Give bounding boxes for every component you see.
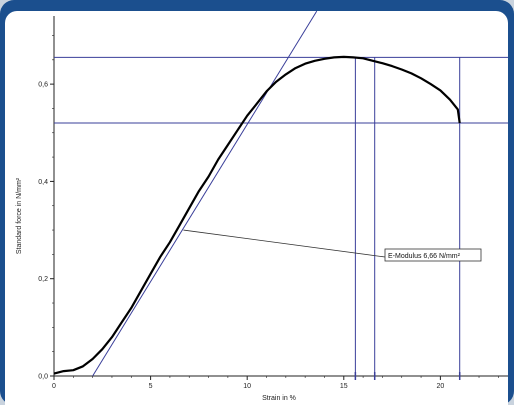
x-tick-label: 10 bbox=[243, 383, 251, 390]
annotation-box bbox=[384, 248, 482, 262]
x-tick-label: 20 bbox=[436, 383, 444, 390]
x-axis-label: Strain in % bbox=[262, 395, 296, 402]
series-group bbox=[53, 55, 461, 375]
axes-group: 0 5 10 15 20 0,0 0,2 0,4 0,6 bbox=[38, 16, 508, 390]
chart-panel: 0 5 10 15 20 0,0 0,2 0,4 0,6 E-Modulus 6,66 N/mm… bbox=[5, 11, 508, 405]
x-tick-label: 0 bbox=[52, 383, 56, 390]
annotation-group: E-Modulus 6,66 N/mm² bbox=[183, 229, 482, 262]
stress-strain-curve bbox=[53, 55, 461, 375]
stress-strain-chart: 0 5 10 15 20 0,0 0,2 0,4 0,6 E-Modulus 6,66 N/mm… bbox=[16, 11, 508, 402]
y-axis-label: Standard force in N/mm² bbox=[16, 177, 23, 254]
y-tick-label: 0,4 bbox=[38, 179, 48, 186]
y-tick-label: 0,6 bbox=[38, 82, 48, 89]
annotation-text: E-Modulus 6,66 N/mm² bbox=[388, 253, 461, 260]
y-tick-label: 0,0 bbox=[38, 374, 48, 381]
x-tick-label: 5 bbox=[149, 383, 153, 390]
x-tick-label: 15 bbox=[340, 383, 348, 390]
reference-lines bbox=[54, 11, 508, 380]
y-tick-label: 0,2 bbox=[38, 276, 48, 283]
annotation-leader bbox=[183, 229, 386, 258]
modulus-line bbox=[92, 11, 318, 377]
